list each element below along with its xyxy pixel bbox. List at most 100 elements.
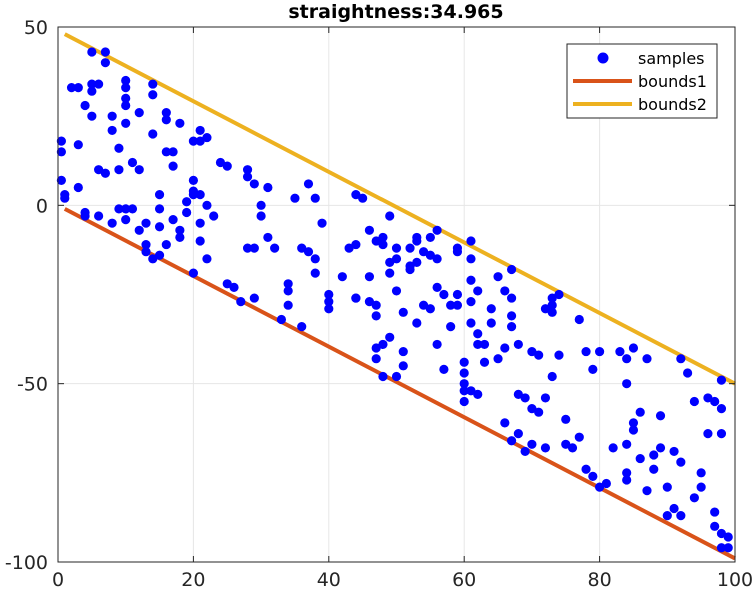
sample-point — [202, 200, 212, 210]
sample-point — [161, 239, 171, 250]
sample-point — [676, 354, 686, 364]
legend[interactable]: samples bounds1 bounds2 — [566, 43, 718, 119]
sample-point — [121, 215, 131, 225]
sample-point — [107, 218, 117, 228]
sample-point — [642, 354, 652, 364]
sample-point — [385, 211, 395, 221]
sample-point — [100, 47, 110, 57]
sample-point — [696, 482, 706, 492]
sample-point — [689, 396, 699, 407]
sample-point — [134, 108, 144, 118]
sample-point — [669, 503, 679, 514]
sample-point — [479, 357, 490, 367]
sample-point — [689, 493, 699, 503]
sample-point — [73, 182, 83, 193]
sample-point — [574, 432, 584, 442]
sample-point — [141, 218, 151, 228]
sample-point — [283, 286, 293, 296]
sample-point — [378, 239, 388, 250]
sample-point — [622, 354, 632, 364]
sample-point — [513, 428, 523, 439]
sample-point — [506, 293, 517, 303]
legend-label-bounds2: bounds2 — [638, 95, 707, 114]
sample-point — [662, 482, 672, 492]
sample-point — [723, 543, 733, 553]
sample-point — [134, 165, 144, 175]
sample-point — [242, 165, 253, 175]
sample-point — [683, 368, 693, 378]
sample-point — [182, 197, 192, 207]
sample-point — [588, 364, 598, 374]
sample-point — [446, 321, 456, 332]
sample-point — [432, 254, 442, 264]
sample-point — [506, 264, 517, 275]
sample-point — [188, 268, 198, 278]
sample-point — [581, 464, 591, 474]
sample-point — [222, 161, 232, 171]
sample-point — [405, 243, 415, 253]
sample-point — [466, 297, 476, 307]
sample-point — [202, 132, 212, 143]
sample-point — [432, 282, 442, 292]
sample-point — [73, 83, 83, 93]
sample-point — [628, 425, 639, 435]
sample-points — [56, 47, 733, 553]
sample-point — [175, 118, 185, 128]
sample-point — [56, 147, 66, 157]
sample-point — [236, 297, 246, 307]
sample-point — [94, 79, 104, 89]
sample-point — [249, 293, 259, 303]
sample-point — [466, 254, 476, 264]
sample-point — [473, 329, 483, 339]
sample-point — [520, 393, 530, 403]
sample-point — [574, 314, 584, 325]
y-tick-label: -100 — [5, 552, 48, 574]
sample-point — [561, 414, 571, 424]
sample-point — [676, 511, 686, 521]
sample-point — [425, 232, 435, 243]
sample-point — [229, 282, 239, 292]
sample-point — [662, 511, 672, 521]
sample-point — [297, 321, 307, 332]
sample-point — [466, 236, 476, 246]
sample-point — [696, 468, 706, 478]
sample-point — [154, 204, 165, 214]
sample-point — [452, 247, 463, 257]
sample-point — [649, 450, 659, 460]
sample-point — [412, 236, 422, 246]
sample-point — [547, 371, 557, 382]
sample-point — [256, 200, 266, 210]
sample-point — [547, 300, 557, 310]
x-tick-label: 20 — [181, 569, 205, 591]
sample-point — [121, 118, 131, 128]
sample-point — [87, 111, 97, 121]
sample-point — [385, 332, 395, 342]
sample-point — [385, 268, 395, 278]
sample-point — [540, 393, 551, 403]
x-tick-label: 40 — [317, 569, 341, 591]
axis-ticks: 0 20 40 60 80 100 50 0 -50 -100 — [5, 17, 753, 591]
sample-point — [114, 143, 124, 153]
sample-point — [127, 157, 138, 168]
sample-point — [506, 436, 517, 446]
sample-point — [188, 175, 198, 185]
sample-point — [710, 396, 720, 407]
sample-point — [588, 471, 598, 481]
sample-point — [107, 125, 117, 136]
sample-point — [412, 257, 422, 267]
sample-point — [195, 218, 205, 228]
sample-point — [676, 457, 686, 467]
legend-label-bounds1: bounds1 — [638, 72, 707, 91]
sample-point — [256, 211, 266, 221]
sample-point — [601, 478, 611, 489]
sample-point — [134, 225, 144, 235]
sample-point — [378, 339, 388, 350]
sample-point — [371, 311, 381, 321]
sample-point — [439, 364, 449, 374]
sample-point — [391, 254, 402, 264]
bounds1-line — [63, 207, 736, 561]
sample-point — [141, 247, 151, 257]
sample-point — [398, 346, 408, 357]
sample-point — [493, 354, 503, 364]
sample-point — [94, 211, 104, 221]
